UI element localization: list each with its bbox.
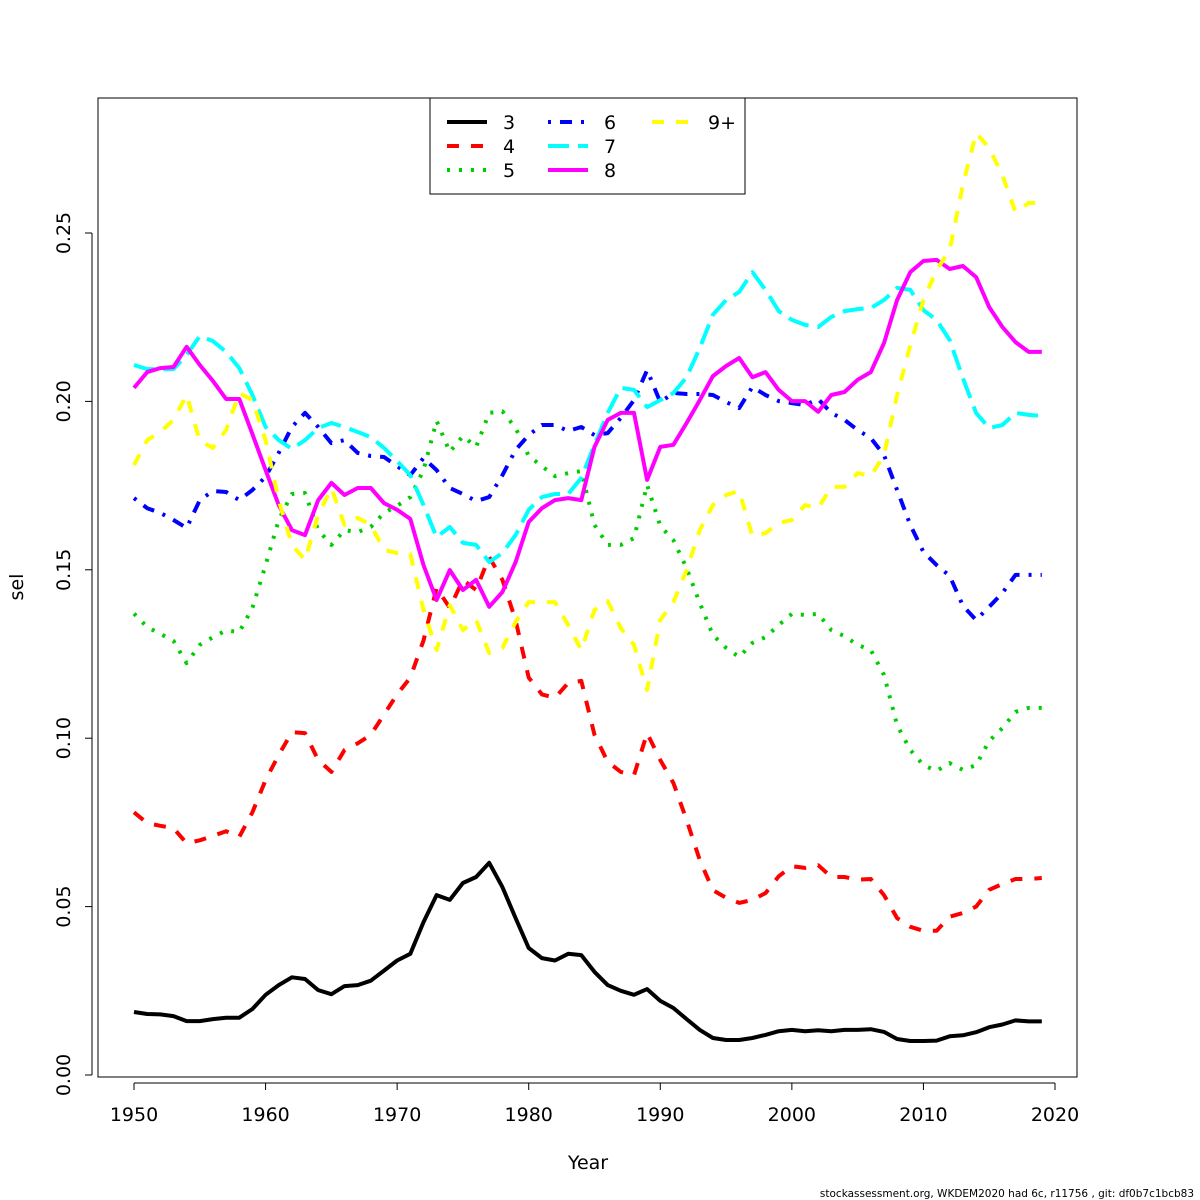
y-tick-label: 0.15 — [53, 549, 75, 591]
y-tick-label: 0.00 — [53, 1054, 75, 1096]
y-tick-label: 0.25 — [53, 212, 75, 254]
x-tick-label: 1950 — [110, 1104, 158, 1126]
legend-label: 6 — [604, 112, 616, 134]
legend-label: 3 — [503, 112, 515, 134]
legend-label: 9+ — [708, 112, 736, 134]
series-line-9plus — [132, 131, 1042, 692]
legend-label: 4 — [503, 136, 515, 158]
series-line-6 — [132, 368, 1042, 622]
x-tick-label: 1970 — [373, 1104, 421, 1126]
x-tick-label: 1960 — [241, 1104, 289, 1126]
legend-label: 8 — [604, 160, 616, 182]
footer-note: stockassessment.org, WKDEM2020 had 6c, r… — [820, 1188, 1194, 1200]
series-line-8 — [132, 257, 1042, 609]
x-tick-label: 2010 — [899, 1104, 947, 1126]
legend: 345 678 9+ — [429, 97, 746, 195]
legend-label: 7 — [604, 136, 616, 158]
series-line-3 — [133, 860, 1042, 1043]
y-axis-label: sel — [6, 574, 28, 601]
x-tick-label: 2000 — [768, 1104, 816, 1126]
series-line-4 — [132, 555, 1042, 933]
x-tick-label: 2020 — [1031, 1104, 1079, 1126]
series-line-7 — [133, 270, 1042, 565]
y-tick-label: 0.10 — [53, 717, 75, 759]
x-tick-label: 1980 — [505, 1104, 553, 1126]
plot-frame — [97, 97, 1078, 1078]
y-tick-label: 0.05 — [53, 885, 75, 927]
legend-label: 5 — [503, 160, 515, 182]
x-axis-label: Year — [567, 1152, 608, 1174]
y-tick-label: 0.20 — [53, 380, 75, 422]
x-tick-label: 1990 — [636, 1104, 684, 1126]
